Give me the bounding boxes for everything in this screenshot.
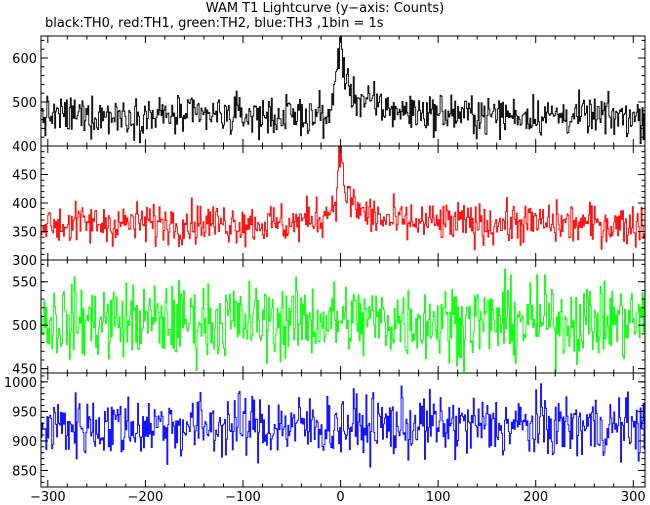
y-tick-label: 550 xyxy=(12,276,37,291)
y-tick-label: 350 xyxy=(12,226,37,241)
y-tick-label: 600 xyxy=(12,52,37,67)
y-tick-label: 500 xyxy=(12,319,37,334)
panel-th1: 300 350 400 450 xyxy=(12,145,646,269)
y-tick-label: 850 xyxy=(12,464,37,479)
x-tick-label: 300 xyxy=(621,490,646,505)
series-th1-line xyxy=(41,146,645,251)
x-axis: −300 −200 −100 0 100 200 300 xyxy=(30,490,646,505)
x-tick-label: −100 xyxy=(225,490,261,505)
panels-layer: 400 500 600 300 350 400 450 450 500 550 850 900 950 1… xyxy=(4,35,646,488)
y-tick-label: 400 xyxy=(12,197,37,212)
x-tick-label: 200 xyxy=(523,490,548,505)
y-tick-label: 500 xyxy=(12,96,37,111)
series-th2-line xyxy=(41,268,645,372)
y-tick-label: 300 xyxy=(12,254,37,269)
x-tick-label: 0 xyxy=(336,490,344,505)
panel-th2: 450 500 550 xyxy=(12,259,646,378)
x-tick-label: −300 xyxy=(30,490,66,505)
series-th0-line xyxy=(41,36,645,145)
y-tick-label: 950 xyxy=(12,405,37,420)
y-tick-label: 400 xyxy=(12,140,37,155)
y-tick-label: 450 xyxy=(12,169,37,184)
y-tick-label: 450 xyxy=(12,363,37,378)
chart-title: WAM T1 Lightcurve (y−axis: Counts) xyxy=(205,1,445,16)
panel-th0: 400 500 600 xyxy=(12,35,646,155)
panel-frame xyxy=(40,35,646,147)
y-tick-label: 900 xyxy=(12,435,37,450)
x-tick-label: −200 xyxy=(128,490,164,505)
chart-subtitle: black:TH0, red:TH1, green:TH2, blue:TH3 … xyxy=(45,16,384,31)
panel-th3: 850 900 950 1000 xyxy=(4,372,646,488)
y-tick-label: 1000 xyxy=(4,376,37,391)
x-tick-label: 100 xyxy=(426,490,451,505)
panel-frame xyxy=(40,372,646,488)
series-th3-line xyxy=(41,383,645,468)
